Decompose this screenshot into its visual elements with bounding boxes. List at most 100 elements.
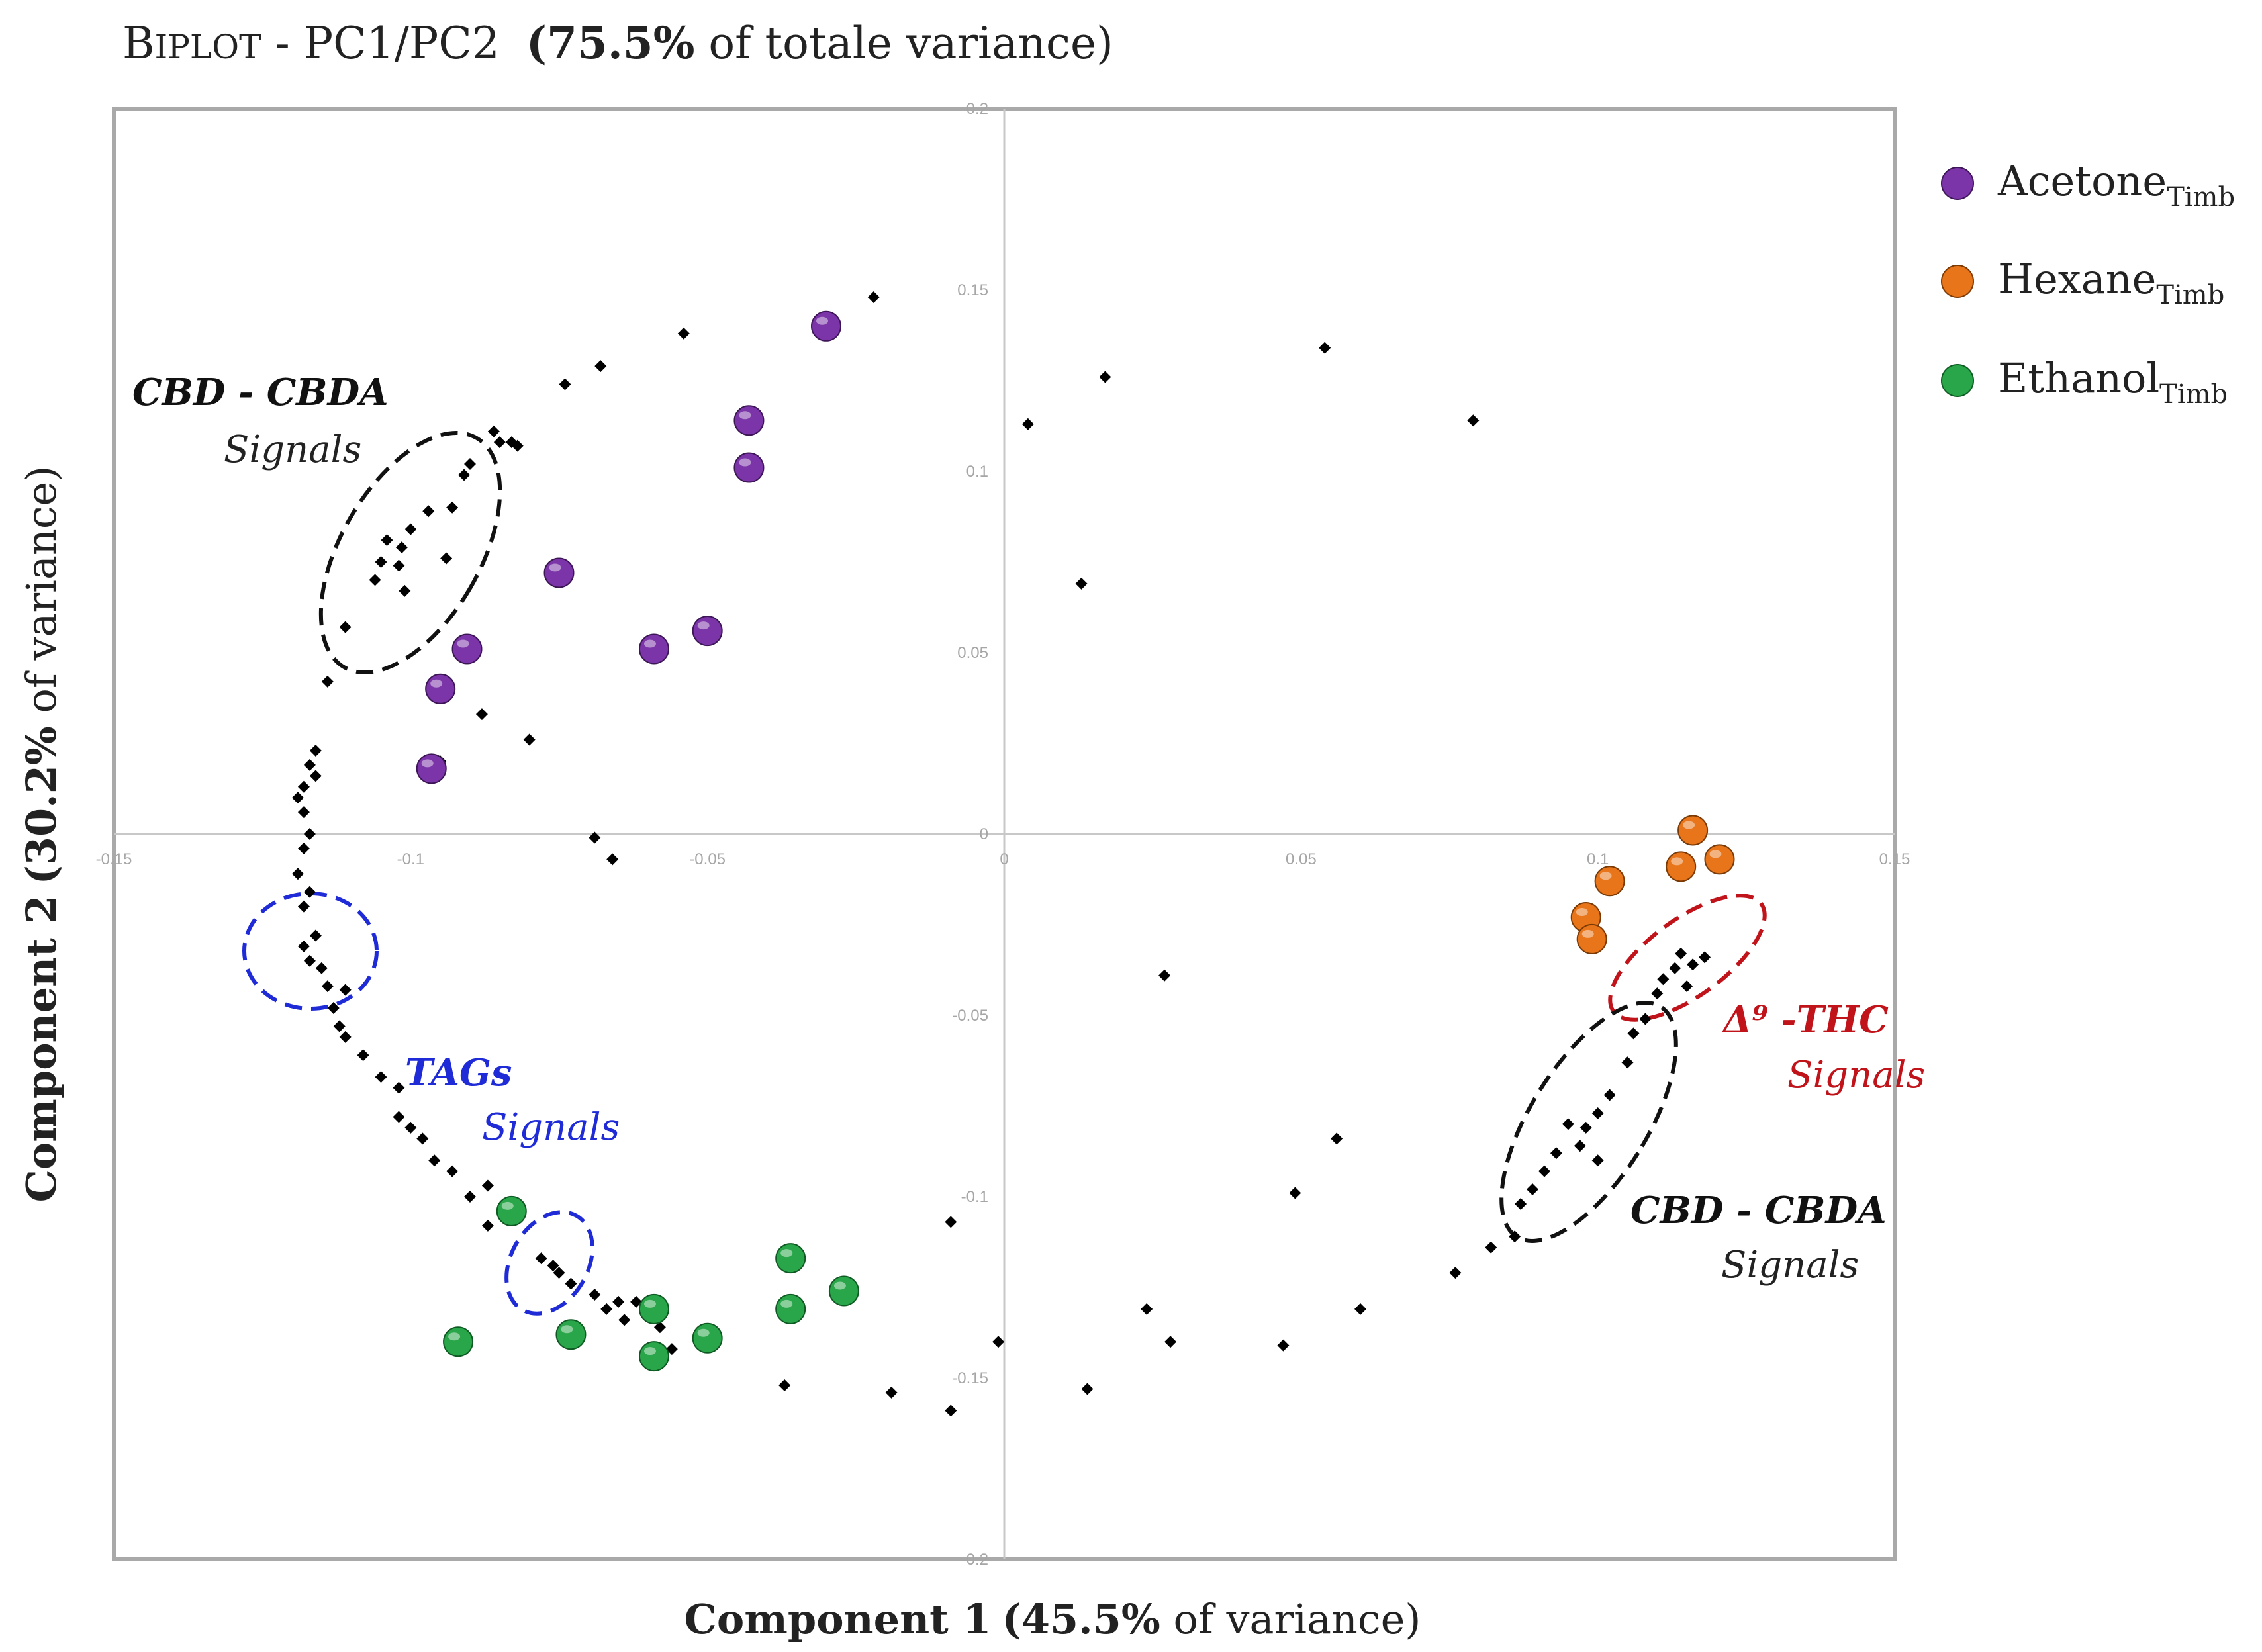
loading-point [1099, 371, 1111, 383]
y-tick-label: -0.2 [961, 1551, 988, 1569]
y-tick-label: -0.15 [952, 1369, 988, 1387]
loading-point [1627, 1027, 1640, 1040]
ethanol-score-point [775, 1293, 806, 1324]
x-tick-label: 0 [1000, 850, 1008, 868]
annotation-subtitle: Signals [1721, 1244, 1859, 1287]
x-tick-label: -0.15 [96, 850, 132, 868]
loading-point [1651, 987, 1664, 1000]
loading-point [867, 291, 880, 303]
loading-point [333, 1020, 346, 1032]
loading-point [1021, 418, 1034, 430]
loading-point [458, 469, 471, 481]
loading-point [535, 1252, 547, 1265]
loading-point [778, 1379, 791, 1391]
loading-point [885, 1386, 898, 1399]
loading-point [1485, 1241, 1497, 1254]
loading-point [1354, 1303, 1366, 1315]
loading-point [606, 853, 619, 866]
loading-point [339, 1031, 352, 1043]
ethanol-score-point [443, 1326, 474, 1357]
hexane-score-point [1704, 844, 1735, 875]
acetone-score-point [425, 673, 456, 704]
legend: AcetoneTimb HexaneTimb EthanolTimb [1941, 157, 2235, 410]
loading-point [1527, 1183, 1539, 1196]
hexane-score-point [1576, 923, 1607, 954]
loading-point [315, 962, 328, 974]
loading-point [381, 534, 393, 547]
loading-point [1277, 1339, 1290, 1352]
x-axis-title: Component 1 (45.5% of variance) [684, 1595, 1421, 1643]
loading-point [464, 1191, 476, 1203]
loading-point [1509, 1230, 1521, 1243]
loading-point [291, 792, 304, 804]
loading-point [422, 505, 435, 518]
y-tick-label: 0.05 [957, 644, 988, 662]
loading-point [1579, 1121, 1592, 1134]
loading-point [565, 1277, 577, 1290]
ethanol-score-point [692, 1322, 723, 1354]
loading-point [1449, 1267, 1462, 1279]
loading-point [309, 744, 322, 757]
loading-point [600, 1303, 613, 1315]
x-tick-label: 0.15 [1879, 850, 1910, 868]
loading-point [297, 806, 310, 819]
annotation-title: CBD - CBDA [1630, 1189, 1887, 1232]
loading-point [375, 556, 387, 568]
loading-point [481, 1179, 494, 1192]
loading-point [511, 439, 524, 452]
x-tick-label: 0.05 [1286, 850, 1317, 868]
loading-point [375, 1071, 387, 1083]
ethanol-score-point [555, 1319, 587, 1350]
acetone-score-point [692, 616, 723, 647]
loading-point [1639, 1013, 1652, 1025]
legend-label-hexane: HexaneTimb [1998, 255, 2224, 310]
ethanol-score-point [828, 1275, 859, 1307]
loading-point [475, 708, 488, 721]
loading-point [321, 675, 334, 688]
loading-point [327, 1002, 340, 1015]
loading-point [297, 900, 310, 913]
y-tick-label: 0 [980, 825, 988, 843]
loading-point [589, 831, 601, 844]
loading-point [291, 868, 304, 880]
y-tick-label: 0.15 [957, 281, 988, 299]
loading-point [677, 327, 690, 340]
loading-point [992, 1336, 1005, 1348]
loading-point [1687, 958, 1699, 971]
y-tick-label: -0.05 [952, 1007, 988, 1025]
loading-point [1681, 980, 1693, 993]
loading-point [618, 1314, 631, 1326]
chart-title: BIPLOT - PC1/PC2 (75.5% of totale varianc… [122, 17, 1113, 69]
loading-point [303, 828, 316, 840]
loading-point [630, 1295, 643, 1308]
loading-point [1699, 951, 1711, 964]
loading-point [1289, 1187, 1301, 1199]
ethanol-score-point [775, 1243, 806, 1274]
loading-point [1657, 973, 1670, 986]
y-tick-label: -0.1 [961, 1188, 988, 1206]
loading-point [297, 842, 310, 854]
loading-point [1591, 1107, 1604, 1119]
loading-point [612, 1295, 625, 1308]
annotation-cbd-cbda-right: CBD - CBDA Signals [1630, 1189, 1887, 1287]
loading-point [297, 940, 310, 952]
loading-point [416, 1132, 429, 1145]
legend-item-ethanol: EthanolTimb [1941, 354, 2228, 410]
loading-point [303, 954, 316, 967]
loading-point [339, 984, 352, 996]
loading-point [1141, 1303, 1153, 1315]
loading-point [464, 458, 476, 471]
annotation-tags: TAGs Signals [405, 1051, 620, 1149]
loading-point [309, 770, 322, 782]
acetone-score-point [733, 405, 765, 436]
ethanol-score-point [638, 1341, 669, 1372]
loading-point [395, 541, 408, 554]
loading-point [297, 780, 310, 793]
loading-point [357, 1049, 369, 1062]
x-tick-label: 0.1 [1587, 850, 1609, 868]
loading-point [1075, 577, 1088, 590]
x-tick-label: -0.05 [689, 850, 726, 868]
loading-point [1164, 1336, 1177, 1348]
legend-label-ethanol: EthanolTimb [1998, 354, 2228, 410]
hexane-score-point [1594, 866, 1625, 897]
